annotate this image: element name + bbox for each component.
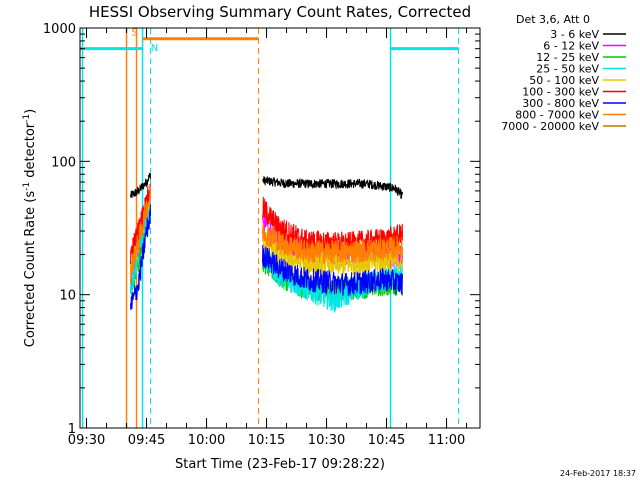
flag-marker-label: N (151, 43, 158, 54)
x-tick-label: 09:45 (128, 433, 165, 448)
x-axis-label: Start Time (23-Feb-17 09:28:22) (175, 457, 385, 472)
legend-label: 25 - 50 keV (536, 63, 599, 76)
y-axis-label: Corrected Count Rate (s-1 detector-1) (22, 109, 38, 347)
legend-header: Det 3,6, Att 0 (516, 13, 590, 26)
axes: 1 10 100 1000 09:30 09:45 10:00 10:15 10:30 10:45… (43, 22, 480, 448)
series-line (262, 176, 403, 199)
y-tick-label: 10 (59, 289, 76, 304)
legend-label: 300 - 800 keV (522, 97, 599, 110)
flag-marker-label: S (131, 27, 137, 38)
chart-title: HESSI Observing Summary Count Rates, Cor… (89, 3, 471, 21)
plot-frame (79, 27, 481, 429)
series-group (130, 173, 403, 313)
legend-label: 50 - 100 keV (529, 74, 599, 87)
series-line (262, 244, 403, 296)
x-tick-label: 11:00 (428, 433, 465, 448)
legend-label: 800 - 7000 keV (515, 109, 599, 122)
x-tick-label: 10:00 (188, 433, 225, 448)
series-line (130, 185, 151, 284)
series-line (130, 173, 151, 199)
x-tick-label: 10:15 (248, 433, 285, 448)
legend-label: 6 - 12 keV (543, 40, 599, 53)
legend-label: 7000 - 20000 keV (501, 120, 599, 133)
legend-label: 100 - 300 keV (522, 86, 599, 99)
series-line (262, 222, 403, 264)
x-tick-label: 10:45 (368, 433, 405, 448)
y-tick-label: 1000 (43, 22, 76, 37)
x-tick-label: 10:30 (308, 433, 345, 448)
x-tick-label: 09:30 (68, 433, 105, 448)
legend-label: 12 - 25 keV (536, 51, 599, 64)
y-tick-label: 1 (68, 422, 76, 437)
footer-date: 24-Feb-2017 18:37 (560, 469, 636, 478)
y-tick-label: 100 (51, 155, 76, 170)
series-line (130, 204, 151, 310)
legend-label: 3 - 6 keV (550, 28, 599, 41)
